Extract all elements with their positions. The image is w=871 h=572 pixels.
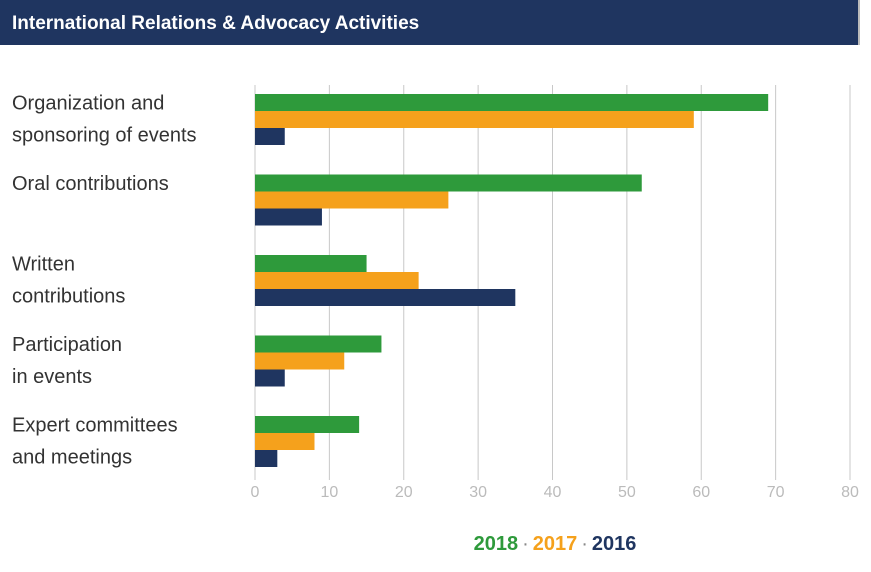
bar [255, 272, 419, 289]
bar [255, 433, 315, 450]
bar [255, 289, 516, 306]
category-label: contributions [12, 285, 125, 307]
bar [255, 111, 694, 128]
legend-separator: · [522, 533, 529, 555]
category-label: and meetings [12, 446, 132, 468]
x-tick-label: 20 [395, 484, 413, 501]
bar [255, 208, 322, 226]
x-tick-label: 10 [320, 484, 338, 501]
legend: 2018 · 2017 · 2016 [474, 533, 637, 555]
bar [255, 128, 285, 145]
bar [255, 352, 345, 370]
x-tick-label: 80 [841, 484, 859, 501]
category-label: Organization and [12, 92, 164, 114]
bar [255, 174, 642, 192]
category-label: Oral contributions [12, 173, 169, 195]
category-label: sponsoring of events [12, 124, 197, 146]
bar [255, 369, 285, 387]
x-tick-label: 30 [469, 484, 487, 501]
legend-entry: 2017 [533, 533, 578, 555]
bar [255, 255, 367, 272]
x-tick-label: 60 [692, 484, 710, 501]
category-label: Expert committees [12, 414, 178, 436]
x-tick-label: 40 [544, 484, 562, 501]
x-tick-label: 70 [767, 484, 785, 501]
x-tick-label: 50 [618, 484, 636, 501]
bar [255, 191, 449, 209]
x-tick-label: 0 [251, 484, 260, 501]
category-label: Written [12, 253, 75, 275]
bar [255, 416, 360, 433]
category-label: in events [12, 366, 92, 388]
legend-separator: · [581, 533, 588, 555]
chart-title: International Relations & Advocacy Activ… [12, 13, 419, 34]
bar [255, 450, 278, 467]
title-bar [0, 0, 858, 45]
bar [255, 335, 382, 353]
category-label: Participation [12, 334, 122, 356]
legend-entry: 2018 [474, 533, 519, 555]
legend-entry: 2016 [592, 533, 637, 555]
bar [255, 94, 769, 111]
